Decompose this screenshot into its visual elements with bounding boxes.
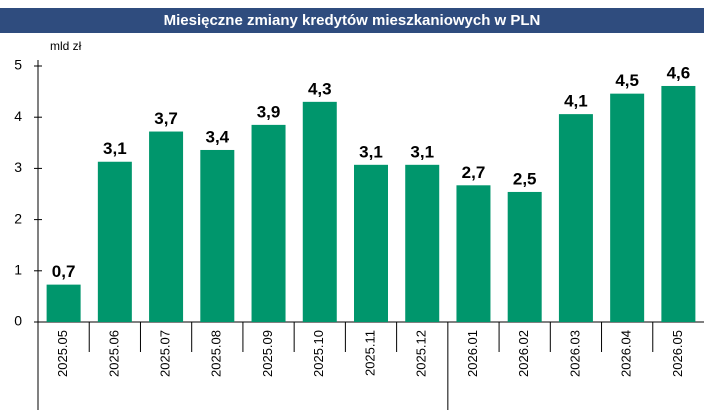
x-tick-label: 2025.08 [209, 330, 224, 377]
x-tick-label: 2025.07 [158, 330, 173, 377]
y-tick-label: 5 [14, 57, 22, 73]
bar [302, 101, 337, 322]
x-tick-label: 2026.02 [516, 330, 531, 377]
x-tick-label: 2025.09 [260, 330, 275, 377]
y-tick-label: 2 [14, 210, 22, 226]
x-tick-label: 2025.05 [55, 330, 70, 377]
value-label: 3,4 [205, 127, 229, 146]
bar [354, 164, 388, 322]
x-tick-label: 2025.12 [414, 330, 429, 377]
value-label: 3,1 [410, 142, 434, 161]
bar [405, 164, 440, 322]
x-tick-label: 2025.10 [311, 330, 326, 377]
y-tick-label: 3 [14, 159, 22, 175]
bar [610, 93, 645, 322]
bar [661, 85, 696, 322]
x-tick-label: 2026.03 [567, 330, 582, 377]
value-label: 3,1 [359, 142, 383, 161]
x-tick-label: 2025.06 [106, 330, 121, 377]
value-label: 0,7 [52, 262, 76, 281]
bar [200, 149, 235, 322]
bar [251, 124, 286, 322]
value-label: 2,5 [513, 169, 537, 188]
value-label: 3,9 [257, 102, 281, 121]
chart-title: Miesięczne zmiany kredytów mieszkaniowyc… [164, 12, 541, 29]
value-label: 3,1 [103, 139, 127, 158]
y-tick-label: 1 [14, 262, 22, 278]
x-tick-label: 2026.05 [670, 330, 685, 377]
value-label: 3,7 [154, 109, 178, 128]
x-tick-label: 2026.01 [465, 330, 480, 377]
value-label: 4,1 [564, 92, 588, 111]
value-label: 4,3 [308, 79, 332, 98]
value-label: 4,5 [615, 71, 639, 90]
bar [149, 131, 184, 322]
x-tick-label: 2026.04 [619, 330, 634, 377]
value-label: 2,7 [462, 163, 486, 182]
y-tick-label: 4 [14, 108, 22, 124]
bar [97, 161, 132, 322]
bar [456, 185, 491, 322]
title-bar [0, 8, 704, 33]
y-tick-label: 0 [14, 313, 22, 329]
bar [558, 114, 593, 323]
bar [46, 284, 81, 322]
y-axis-label: mld zł [50, 39, 82, 53]
x-tick-label: 2025.11 [362, 330, 377, 376]
bar [507, 191, 542, 322]
value-label: 4,6 [667, 63, 691, 82]
